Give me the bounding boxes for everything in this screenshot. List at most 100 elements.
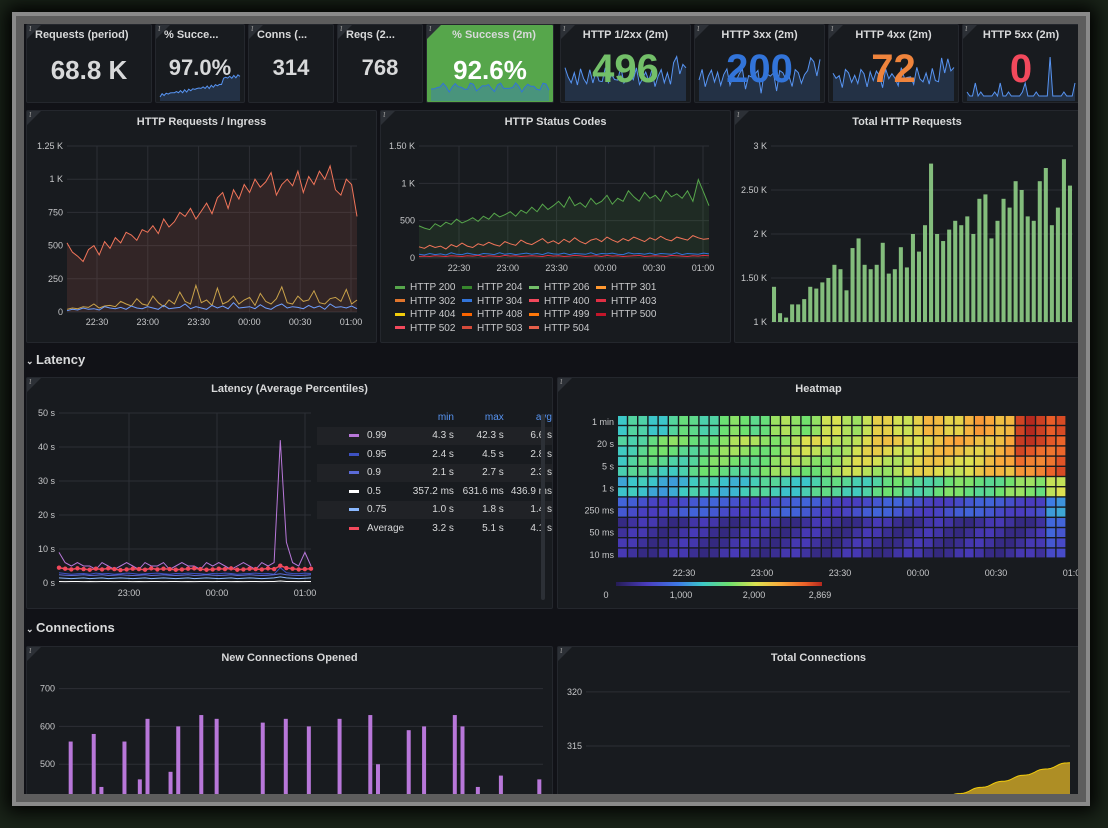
legend-item[interactable]: HTTP 400: [529, 296, 589, 307]
legend-item[interactable]: HTTP 502: [395, 323, 455, 334]
legend-item[interactable]: HTTP 503: [462, 323, 522, 334]
heatmap-cell: [709, 416, 719, 425]
legend-row[interactable]: 0.75 1.0 s 1.8 s 1.4 s: [317, 500, 552, 519]
heatmap-cell: [618, 528, 627, 537]
data-point: [118, 567, 123, 573]
panel-info-icon[interactable]: i: [558, 378, 572, 392]
bar: [965, 216, 970, 322]
stat-panel[interactable]: i HTTP 1/2xx (2m) 496: [560, 24, 691, 103]
heatmap-cell: [658, 487, 668, 497]
series-line: [58, 567, 312, 575]
heatmap-panel[interactable]: i Heatmap 1 min 20 s 5 s 1 s 250 ms 50 ms 10 m…: [557, 377, 1078, 609]
heatmap-cell: [730, 426, 739, 435]
y-tick-label: 1.50 K: [389, 141, 415, 151]
status-codes-chart[interactable]: 0 500 1 K 1.50 K 22:30 23:00 23:30 00:00 00:30 01…: [381, 111, 730, 271]
legend-column-header[interactable]: max: [484, 411, 504, 423]
new-connections-chart[interactable]: 400500600700: [27, 647, 552, 794]
legend-item[interactable]: HTTP 206: [529, 282, 589, 293]
heatmap-cell: [811, 467, 821, 476]
heatmap-cell: [648, 446, 658, 456]
panel-info-icon[interactable]: i: [249, 25, 263, 39]
heatmap-cell: [964, 426, 974, 435]
legend-row[interactable]: 0.99 4.3 s 42.3 s 6.6 s: [317, 426, 552, 445]
panel-info-icon[interactable]: i: [27, 378, 41, 392]
total-connections-panel[interactable]: i Total Connections 310315320: [557, 646, 1078, 794]
legend-item[interactable]: HTTP 200: [395, 282, 455, 293]
heatmap-cell: [760, 548, 770, 558]
legend-row[interactable]: 0.5 357.2 ms 631.6 ms 436.9 ms: [317, 482, 552, 501]
heatmap-cell: [791, 518, 801, 527]
panel-info-icon[interactable]: i: [27, 111, 41, 125]
panel-info-icon[interactable]: i: [427, 25, 441, 39]
panel-info-icon[interactable]: i: [27, 25, 41, 39]
stat-value: 72: [871, 47, 916, 91]
heatmap-cell: [689, 538, 699, 548]
legend-row[interactable]: 0.95 2.4 s 4.5 s 2.8 s: [317, 445, 552, 464]
panel-info-icon[interactable]: i: [963, 25, 977, 39]
latency-chart[interactable]: 0 s 10 s 20 s 30 s 40 s 50 s 23:00 00:00 01:00: [27, 378, 317, 608]
stat-panel[interactable]: i Requests (period) 68.8 K: [26, 24, 152, 103]
heatmap-cell: [628, 446, 637, 456]
heatmap-cell: [944, 416, 954, 425]
stat-panel[interactable]: i HTTP 5xx (2m) 0: [962, 24, 1078, 103]
ingress-panel[interactable]: i HTTP Requests / Ingress 0 250 500 750 1 K 1…: [26, 110, 377, 343]
panel-info-icon[interactable]: i: [338, 25, 352, 39]
panel-info-icon[interactable]: i: [156, 25, 170, 39]
panel-info-icon[interactable]: i: [735, 111, 749, 125]
heatmap-cell: [669, 528, 678, 537]
row-header-latency[interactable]: ⌄ Latency: [26, 352, 86, 367]
heatmap-chart[interactable]: 1 min 20 s 5 s 1 s 250 ms 50 ms 10 ms 22:30 23:0…: [558, 378, 1078, 608]
heatmap-cell: [618, 497, 627, 507]
panel-info-icon[interactable]: i: [27, 647, 41, 661]
total-connections-chart[interactable]: 310315320: [558, 647, 1078, 794]
legend-scrollbar[interactable]: [541, 414, 545, 600]
stat-panel[interactable]: i HTTP 4xx (2m) 72: [828, 24, 959, 103]
legend-row[interactable]: Average 3.2 s 5.1 s 4.1 s: [317, 519, 552, 538]
stat-panel[interactable]: i HTTP 3xx (2m) 200: [694, 24, 825, 103]
panel-info-icon[interactable]: i: [561, 25, 575, 39]
heatmap-cell: [934, 528, 943, 537]
heatmap-cell: [924, 497, 933, 507]
total-requests-chart[interactable]: 1 K 1.50 K 2 K 2.50 K 3 K: [735, 111, 1078, 342]
legend-item[interactable]: HTTP 301: [596, 282, 656, 293]
heatmap-cell: [740, 548, 750, 558]
data-point: [124, 567, 129, 572]
heatmap-cell: [1036, 528, 1045, 537]
heatmap-cell: [730, 456, 739, 466]
panel-info-icon[interactable]: i: [558, 647, 572, 661]
legend-item[interactable]: HTTP 302: [395, 296, 455, 307]
stat-panel[interactable]: i% Succe... 97.0%: [155, 24, 245, 103]
status-codes-panel[interactable]: i HTTP Status Codes 0 500 1 K 1.50 K 22:30 23…: [380, 110, 731, 343]
latency-panel[interactable]: i Latency (Average Percentiles) 0 s 10 s 2…: [26, 377, 553, 609]
legend-row[interactable]: 0.9 2.1 s 2.7 s 2.3 s: [317, 463, 552, 482]
data-point: [75, 566, 80, 571]
heatmap-cell: [638, 538, 648, 548]
ingress-chart[interactable]: 0 250 500 750 1 K 1.25 K 22:30 23:00 23:30 00:00 0…: [27, 111, 376, 342]
stat-panel[interactable]: i Conns (... 314: [248, 24, 334, 103]
data-point: [142, 567, 148, 572]
heatmap-cell: [975, 467, 984, 476]
row-header-connections[interactable]: ⌄ Connections: [26, 620, 115, 635]
total-requests-panel[interactable]: i Total HTTP Requests 1 K 1.50 K 2 K 2.50 K…: [734, 110, 1078, 343]
stat-panel[interactable]: i % Success (2m) 92.6%: [426, 24, 554, 103]
legend-item[interactable]: HTTP 408: [462, 309, 522, 320]
panel-info-icon[interactable]: i: [381, 111, 395, 125]
legend-item[interactable]: HTTP 499: [529, 309, 589, 320]
legend-item[interactable]: HTTP 504: [529, 323, 589, 334]
legend-item[interactable]: HTTP 204: [462, 282, 522, 293]
panel-info-icon[interactable]: i: [695, 25, 709, 39]
heatmap-cell: [913, 416, 923, 425]
heatmap-cell: [1056, 507, 1066, 517]
heatmap-cell: [730, 528, 739, 537]
legend-item[interactable]: HTTP 403: [596, 296, 656, 307]
legend-column-header[interactable]: min: [437, 411, 454, 423]
heatmap-cell: [638, 467, 648, 476]
stat-panel[interactable]: i Reqs (2... 768: [337, 24, 423, 103]
legend-item[interactable]: HTTP 500: [596, 309, 656, 320]
x-tick-label: 23:30: [187, 317, 210, 327]
legend-item[interactable]: HTTP 404: [395, 309, 455, 320]
new-connections-panel[interactable]: i New Connections Opened 400500600700: [26, 646, 553, 794]
panel-info-icon[interactable]: i: [829, 25, 843, 39]
legend-item[interactable]: HTTP 304: [462, 296, 522, 307]
legend-label: HTTP 302: [410, 295, 456, 307]
